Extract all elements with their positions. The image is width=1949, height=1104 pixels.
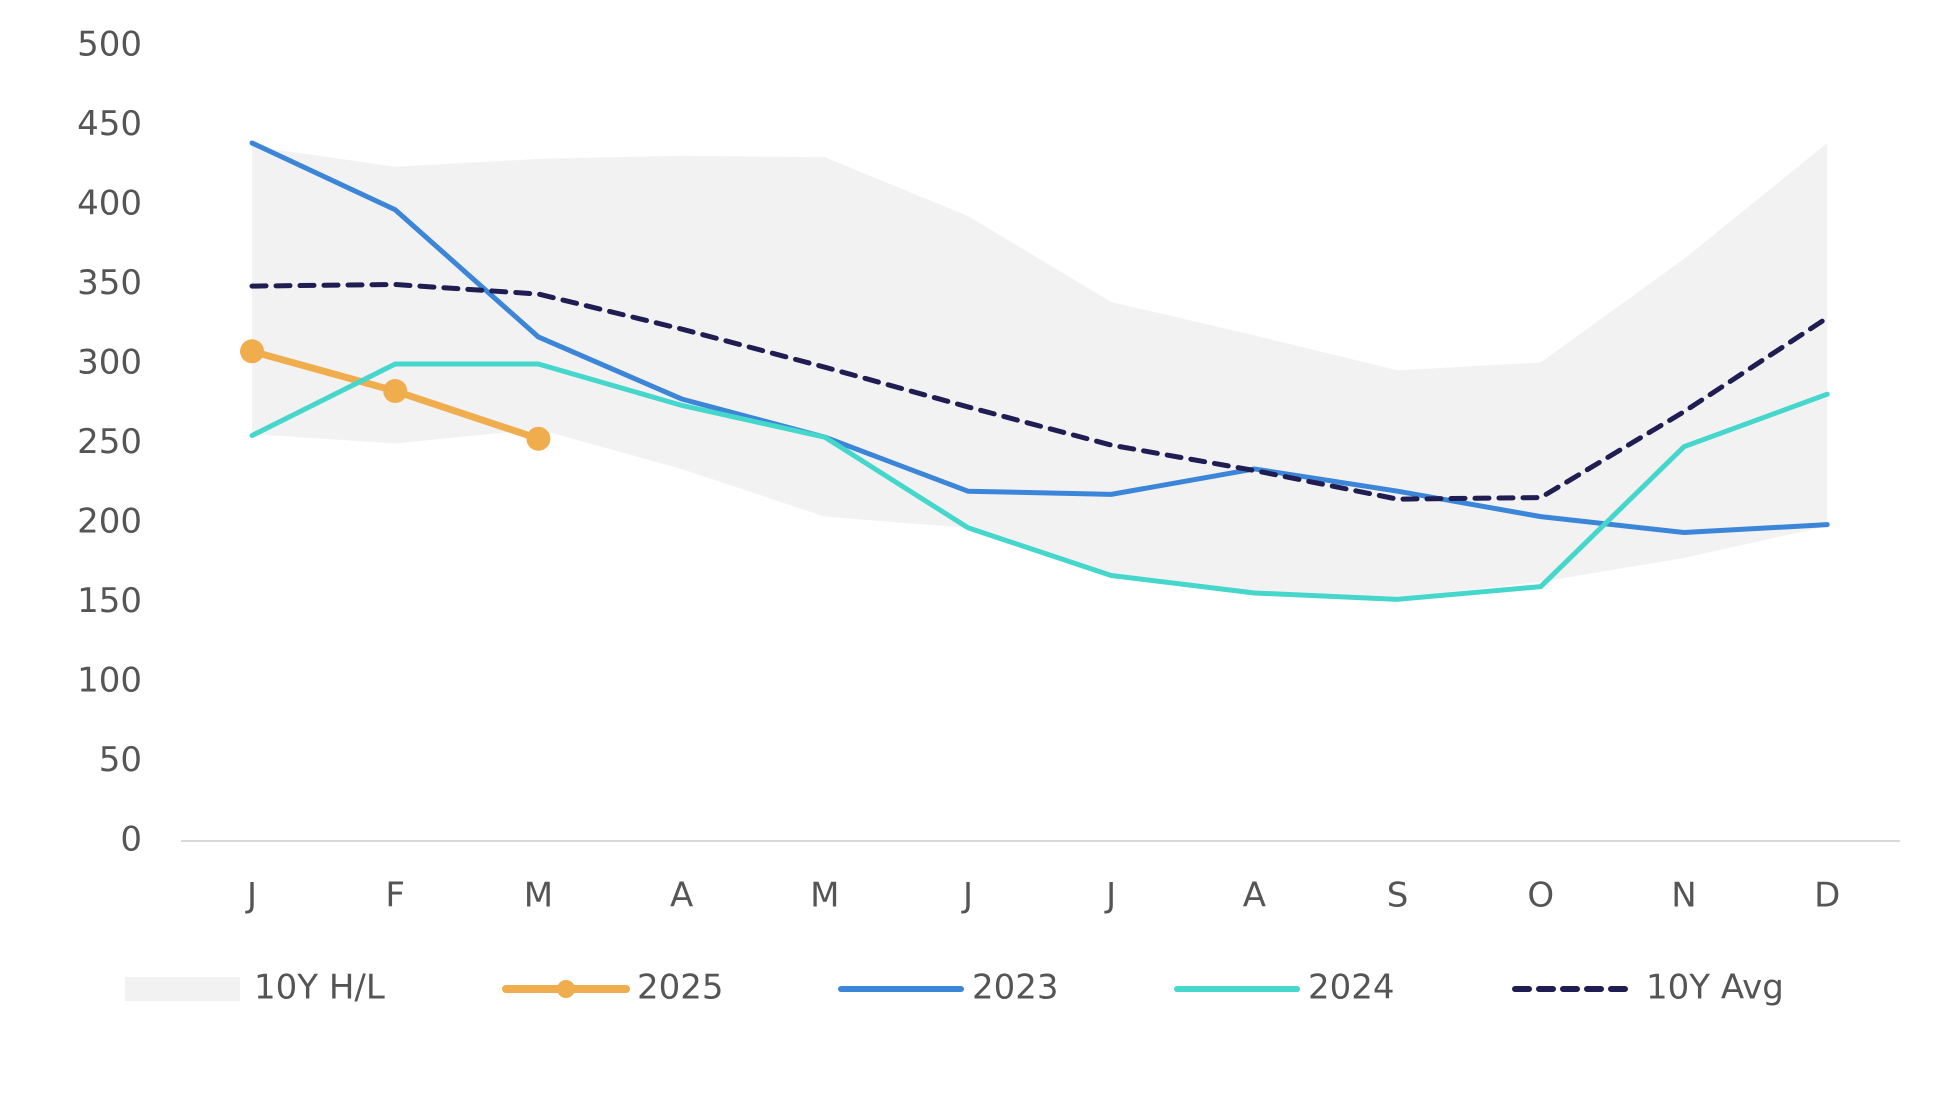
series-line — [249, 361, 1830, 602]
x-tick-label: S — [1387, 876, 1409, 916]
legend-label: 10Y Avg — [1646, 968, 1784, 1008]
x-tick-label: J — [1104, 876, 1116, 916]
y-tick-label: 0 — [120, 820, 142, 860]
y-tick-label: 350 — [77, 263, 142, 303]
y-tick-label: 50 — [99, 740, 142, 780]
x-tick-label: M — [524, 876, 553, 916]
legend-swatch — [125, 977, 240, 1001]
legend-marker — [557, 980, 575, 998]
series-line — [249, 140, 1830, 536]
legend-label: 2024 — [1308, 968, 1395, 1008]
y-tick-label: 300 — [77, 343, 142, 383]
legend-label: 2023 — [972, 968, 1059, 1008]
y-tick-label: 500 — [77, 25, 142, 65]
x-tick-label: A — [670, 876, 693, 916]
series-marker — [526, 426, 551, 451]
y-tick-label: 400 — [77, 184, 142, 224]
x-tick-label: O — [1527, 876, 1554, 916]
x-tick-label: J — [245, 876, 257, 916]
x-tick-label: M — [810, 876, 839, 916]
x-tick-label: F — [385, 876, 405, 916]
high-low-band — [252, 142, 1828, 598]
series-marker — [383, 379, 408, 404]
x-tick-label: N — [1671, 876, 1696, 916]
legend-label: 10Y H/L — [254, 968, 385, 1008]
y-tick-label: 150 — [77, 581, 142, 621]
y-tick-label: 100 — [77, 661, 142, 701]
x-tick-label: A — [1243, 876, 1266, 916]
series-marker — [240, 339, 264, 364]
x-tick-label: J — [961, 876, 973, 916]
legend-label: 2025 — [637, 968, 724, 1008]
y-tick-label: 450 — [77, 104, 142, 144]
y-tick-label: 250 — [77, 422, 142, 462]
x-tick-label: D — [1814, 876, 1840, 916]
series-line — [249, 282, 1830, 502]
y-tick-label: 200 — [77, 502, 142, 542]
